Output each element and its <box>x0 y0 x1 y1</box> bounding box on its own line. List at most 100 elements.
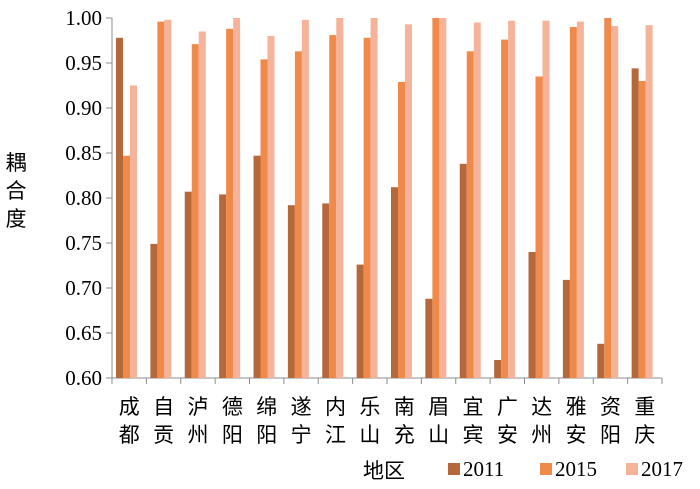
bar-2015-3 <box>226 28 234 379</box>
x-category-label: 阳 <box>222 423 243 447</box>
bar-2017-15 <box>645 25 653 378</box>
y-tick-label: 0.90 <box>65 96 102 120</box>
bar-2017-13 <box>576 21 584 378</box>
bar-2015-10 <box>466 51 474 379</box>
bar-2015-2 <box>191 44 199 378</box>
bar-2011-0 <box>116 37 123 379</box>
x-category-label: 成 <box>119 395 140 419</box>
bar-2011-4 <box>253 155 261 378</box>
y-axis-title-char: 耦 <box>6 151 27 175</box>
bar-2011-13 <box>562 279 570 378</box>
x-category-label: 重 <box>634 395 655 419</box>
x-category-label: 庆 <box>634 423 655 447</box>
bar-2017-9 <box>439 18 447 378</box>
bar-2011-2 <box>184 191 192 378</box>
y-axis-title-char: 合 <box>6 179 27 203</box>
bar-2017-2 <box>198 31 206 378</box>
x-category-label: 雅 <box>566 395 587 419</box>
bar-2011-14 <box>597 343 605 378</box>
x-category-label: 阳 <box>256 423 277 447</box>
bar-2011-15 <box>631 68 639 379</box>
bar-2015-6 <box>329 35 337 378</box>
bar-2017-11 <box>508 20 516 378</box>
y-tick-label: 0.80 <box>65 186 102 210</box>
bar-2015-5 <box>294 51 302 379</box>
bar-group <box>116 18 653 379</box>
x-category-label: 泸 <box>187 395 208 419</box>
x-category-label: 资 <box>600 395 621 419</box>
y-tick-group: 0.60 0.65 0.70 0.75 0.80 0.85 0.90 0.95 1.00 <box>65 6 112 390</box>
x-category-label: 州 <box>187 423 208 447</box>
legend-swatch-2015 <box>540 463 552 475</box>
x-category-label: 充 <box>394 423 415 447</box>
bar-2011-1 <box>150 243 158 378</box>
bar-2015-15 <box>638 81 646 378</box>
bar-2017-0 <box>130 85 137 378</box>
x-category-label: 宾 <box>462 423 483 447</box>
x-category-label: 广 <box>497 395 518 419</box>
x-category-label: 绵 <box>256 395 277 419</box>
bar-2011-12 <box>528 252 536 378</box>
bar-2015-13 <box>569 27 577 378</box>
x-category-label: 南 <box>394 395 415 419</box>
bar-2011-11 <box>494 360 502 378</box>
bar-2011-8 <box>391 187 398 378</box>
bar-2015-14 <box>604 18 612 378</box>
bar-2015-8 <box>398 81 405 379</box>
x-axis-title: 地区 <box>363 459 405 483</box>
legend-label-2017: 2017 <box>641 457 683 481</box>
y-tick-label: 0.65 <box>65 321 102 345</box>
bar-2017-6 <box>336 18 344 378</box>
y-tick-label: 1.00 <box>65 6 102 30</box>
y-tick-label: 0.95 <box>65 51 102 75</box>
x-category-label: 贡 <box>153 423 174 447</box>
x-category-label: 内 <box>325 395 346 419</box>
bar-2015-1 <box>157 21 165 378</box>
bar-2011-5 <box>287 205 295 378</box>
x-category-label: 安 <box>566 423 587 447</box>
x-category-label: 德 <box>222 395 243 419</box>
bar-2015-11 <box>501 39 509 378</box>
x-category-label: 安 <box>497 423 518 447</box>
x-category-label: 山 <box>359 423 380 447</box>
x-category-label: 乐 <box>359 395 380 419</box>
legend-label-2015: 2015 <box>555 457 597 481</box>
legend-swatch-2011 <box>448 463 460 475</box>
bar-2011-9 <box>425 298 433 378</box>
x-category-label: 阳 <box>600 423 621 447</box>
bar-2017-7 <box>370 18 378 378</box>
x-category-label: 眉 <box>428 395 449 419</box>
x-category-label: 自 <box>153 395 174 419</box>
bar-2017-1 <box>164 19 172 379</box>
legend: 2011 2015 2017 <box>448 457 683 481</box>
y-tick-label: 0.75 <box>65 231 102 255</box>
x-category-label: 都 <box>119 423 140 447</box>
bar-2017-5 <box>301 19 309 379</box>
bar-2015-7 <box>363 37 371 379</box>
bar-2017-4 <box>267 36 275 378</box>
bar-2017-14 <box>611 26 619 378</box>
y-tick-label: 0.70 <box>65 276 102 300</box>
bar-2011-7 <box>356 264 364 378</box>
bar-2011-3 <box>219 194 227 378</box>
x-category-label: 山 <box>428 423 449 447</box>
x-category-label: 遂 <box>291 395 312 419</box>
x-category-label: 江 <box>325 423 346 447</box>
bar-2015-0 <box>123 155 130 378</box>
x-category-label: 宁 <box>291 423 312 447</box>
bar-2017-10 <box>473 22 481 378</box>
bar-2017-8 <box>405 24 412 379</box>
bar-2011-6 <box>322 203 330 378</box>
y-axis-title-char: 度 <box>6 207 27 231</box>
x-category-label: 达 <box>531 395 552 419</box>
y-tick-label: 0.85 <box>65 141 102 165</box>
x-category-label: 宜 <box>462 395 483 419</box>
bar-2015-12 <box>535 76 543 378</box>
bar-2017-3 <box>233 18 241 378</box>
bar-2017-12 <box>542 20 550 378</box>
x-category-label: 州 <box>531 423 552 447</box>
bar-2015-4 <box>260 59 268 379</box>
bar-2011-10 <box>459 163 467 378</box>
legend-label-2011: 2011 <box>463 457 504 481</box>
